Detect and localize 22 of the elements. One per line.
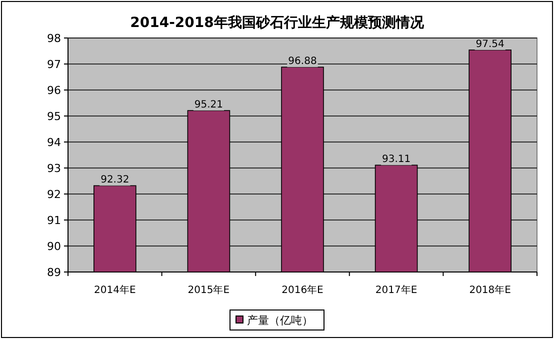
x-tick-label: 2015年E <box>188 284 230 296</box>
x-tick-label: 2014年E <box>94 284 136 296</box>
y-tick-label: 90 <box>47 240 61 253</box>
data-label: 95.21 <box>194 100 224 111</box>
data-label: 96.88 <box>288 56 317 68</box>
data-label: 93.11 <box>382 154 411 166</box>
y-tick-label: 89 <box>47 266 61 279</box>
legend-label: 产量（亿吨） <box>247 314 313 327</box>
x-tick-label: 2018年E <box>469 284 511 296</box>
data-label: 97.54 <box>476 38 504 50</box>
x-tick-label: 2016年E <box>282 284 324 296</box>
y-tick-label: 91 <box>47 214 61 227</box>
y-tick-label: 96 <box>47 84 61 97</box>
x-tick-label: 2017年E <box>375 284 418 296</box>
data-label: 92.32 <box>100 174 130 186</box>
y-tick-label: 92 <box>47 188 61 201</box>
y-tick-label: 97 <box>47 58 61 71</box>
chart-title: 2014-2018年我国砂石行业生产规模预测情况 <box>130 14 425 31</box>
y-tick-label: 98 <box>47 32 61 45</box>
y-tick-label: 93 <box>47 162 61 175</box>
y-tick-label: 94 <box>47 136 61 149</box>
y-tick-label: 95 <box>47 110 61 123</box>
